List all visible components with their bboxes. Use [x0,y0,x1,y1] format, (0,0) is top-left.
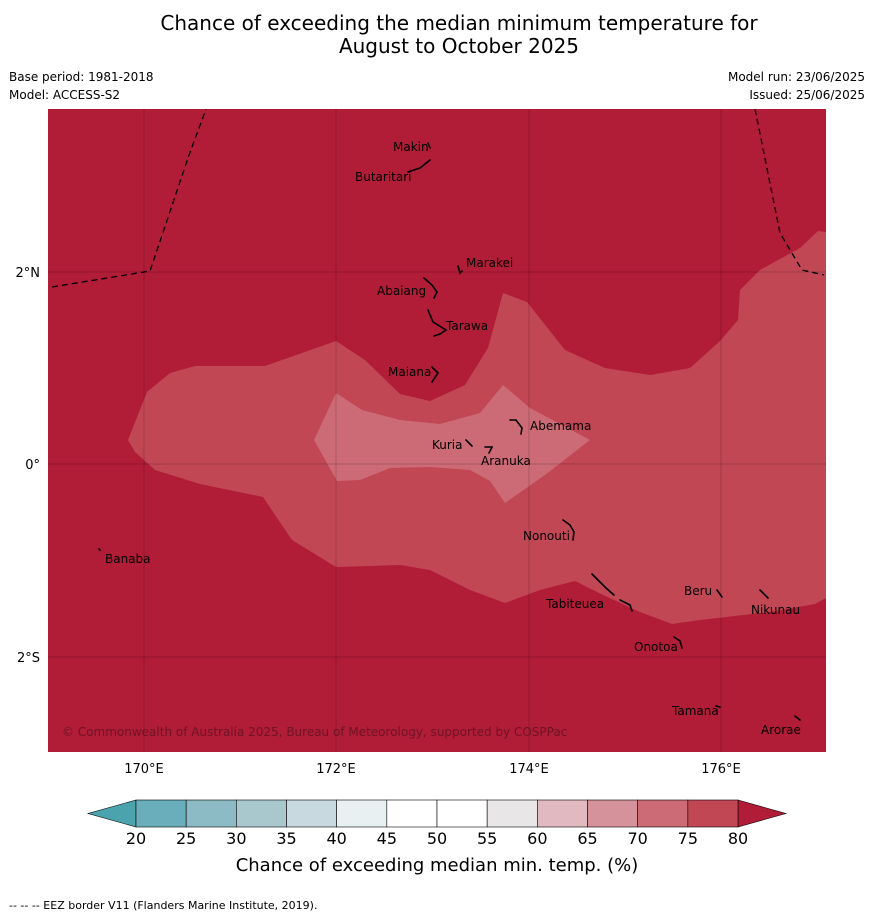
lat-label-0: 0° [25,458,40,473]
lon-label-176: 176°E [701,762,741,777]
colorbar-cell-65 [587,799,638,828]
island-abaiang [423,277,438,299]
island-tabiteuea [591,573,633,612]
lon-label-170: 170°E [124,762,164,777]
label-onotoa: Onotoa [634,640,678,654]
map-area: Makin Butaritari Marakei Abaiang Tarawa … [48,109,826,752]
colorbar-cell-30 [236,799,287,828]
base-period: Base period: 1981-2018 [9,70,154,84]
colorbar-cell-35 [286,799,337,828]
lon-label-172: 172°E [316,762,356,777]
island-tamana [715,705,721,708]
eez-border-east [754,109,825,276]
label-tamana: Tamana [671,704,719,718]
label-beru: Beru [684,584,712,598]
colorbar-cell-50 [436,799,488,828]
eez-border-west [51,109,207,288]
lat-label-2s: 2°S [17,651,40,666]
latitude-labels: 2°N 0° 2°S [16,266,41,666]
colorbar-cell-75 [687,799,739,828]
label-abaiang: Abaiang [377,284,426,298]
label-kuria: Kuria [432,438,463,452]
place-labels: Makin Butaritari Marakei Abaiang Tarawa … [105,140,801,737]
colorbar-tick-45: 45 [377,829,397,848]
colorbar-high-extension [737,799,788,828]
colorbar-tick-labels: 20 25 30 35 40 45 50 55 60 65 70 75 80 [126,829,748,848]
label-abemama: Abemama [530,419,591,433]
island-nikunau [759,589,769,599]
colorbar-tick-80: 80 [728,829,748,848]
label-arorae: Arorae [761,723,801,737]
island-tarawa [427,309,448,337]
map-title: Chance of exceeding the median minimum t… [0,12,873,58]
island-beru [716,589,723,598]
lat-label-2n: 2°N [16,266,41,281]
meta-right: Model run: 23/06/2025 Issued: 25/06/2025 [728,68,865,104]
colorbar-tick-20: 20 [126,829,146,848]
lon-label-174: 174°E [509,762,549,777]
colorbar-low-extension [86,799,137,828]
island-onotoa [673,636,683,649]
label-butaritari: Butaritari [355,170,412,184]
colorbar-tick-55: 55 [477,829,497,848]
colorbar-tick-60: 60 [527,829,547,848]
label-marakei: Marakei [466,256,513,270]
colorbar-cell-40 [336,799,388,828]
colorbar-cell-60 [537,799,588,828]
colorbar-cell-25 [185,799,237,828]
island-kuria [465,439,473,447]
label-makin: Makin [393,140,429,154]
model-run: Model run: 23/06/2025 [727,70,865,84]
colorbar-tick-75: 75 [678,829,698,848]
island-nonouti [562,519,575,541]
label-aranuka: Aranuka [481,454,531,468]
title-line-1: Chance of exceeding the median minimum t… [160,11,758,35]
colorbar-tick-40: 40 [326,829,346,848]
colorbar-tick-25: 25 [176,829,196,848]
colorbar-cell-20 [135,799,187,828]
graticule [48,109,826,752]
island-marakei [457,265,463,275]
island-outlines [98,142,801,721]
colorbar: 20 25 30 35 40 45 50 55 60 65 70 75 80 Chance of exc… [86,799,788,876]
issued-date: Issued: 25/06/2025 [749,88,865,102]
eez-border [51,109,825,288]
island-aranuka [484,446,494,454]
label-nonouti: Nonouti [523,529,570,543]
island-maiana [431,366,440,383]
colorbar-tick-70: 70 [627,829,647,848]
label-nikunau: Nikunau [751,603,800,617]
label-tarawa: Tarawa [445,319,488,333]
band-65-70 [314,385,590,503]
island-banaba [98,548,101,551]
colorbar-tick-35: 35 [276,829,296,848]
copyright-notice: © Commonwealth of Australia 2025, Bureau… [62,725,567,739]
island-arorae [794,715,801,721]
island-makin [427,142,431,149]
island-butaritari [407,159,431,173]
colorbar-cells [135,799,739,828]
colorbar-cell-70 [637,799,689,828]
colorbar-tick-65: 65 [577,829,597,848]
longitude-labels: 170°E 172°E 174°E 176°E [124,762,741,777]
colorbar-cell-45 [386,799,438,828]
label-banaba: Banaba [105,552,151,566]
label-maiana: Maiana [388,365,431,379]
island-abemama [509,419,523,435]
colorbar-cell-55 [486,799,538,828]
eez-footnote: -- -- -- EEZ border V11 (Flanders Marine… [9,899,318,912]
title-line-2: August to October 2025 [338,34,580,58]
colorbar-tick-30: 30 [226,829,246,848]
colorbar-tick-50: 50 [427,829,447,848]
colorbar-label: Chance of exceeding median min. temp. (%… [236,855,639,876]
meta-left: Base period: 1981-2018 Model: ACCESS-S2 [9,68,154,104]
model-name: Model: ACCESS-S2 [9,88,121,102]
label-tabiteuea: Tabiteuea [545,597,604,611]
